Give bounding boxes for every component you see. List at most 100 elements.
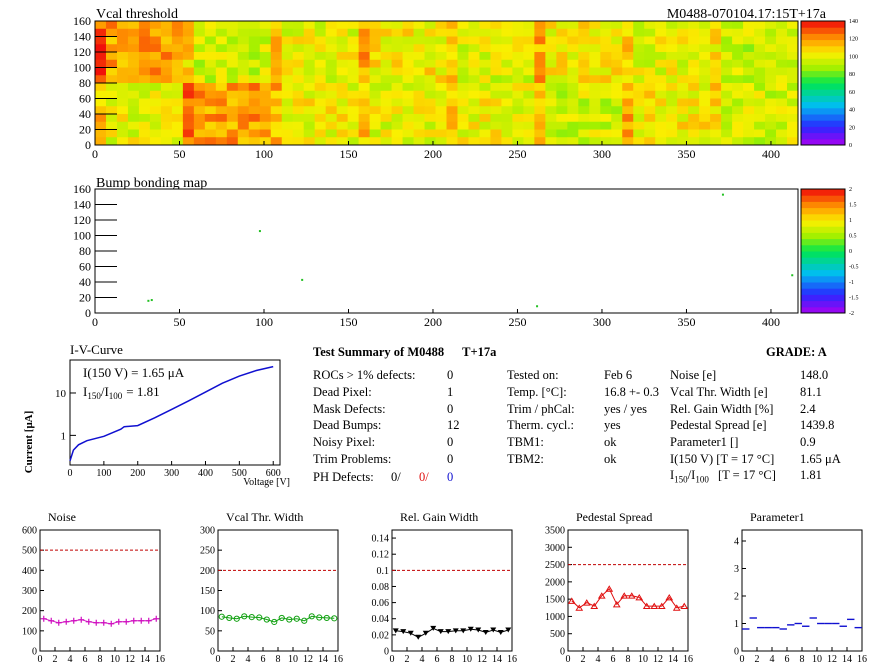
heatmap-cell (457, 121, 469, 130)
small-x-tick-label: 16 (507, 654, 517, 665)
summary-mid-label: Therm. cycl.: (507, 418, 574, 433)
heatmap-cell (743, 52, 755, 61)
small-data-point (55, 619, 62, 626)
small-y-tick-label: 600 (22, 526, 37, 537)
heatmap-cell (237, 83, 250, 92)
heatmap-cell (193, 129, 206, 138)
heatmap-cell (754, 21, 766, 30)
heatmap-cell (391, 59, 403, 68)
heatmap-cell (149, 137, 162, 146)
heatmap-cell (732, 44, 744, 53)
heatmap-cell (347, 67, 360, 76)
x-tick-label: 350 (677, 147, 695, 161)
heatmap-cell (534, 67, 546, 76)
heatmap-cell (622, 75, 634, 84)
heatmap-cell (776, 98, 788, 107)
palette-swatch (801, 33, 845, 41)
heatmap-cell (611, 28, 623, 37)
heatmap-cell (457, 83, 469, 92)
heatmap-cell (633, 83, 645, 92)
heatmap-cell (391, 21, 403, 30)
heatmap-cell (710, 52, 722, 61)
small-x-tick-label: 2 (405, 654, 410, 665)
palette-swatch (801, 95, 845, 103)
heatmap-cell (743, 137, 755, 146)
heatmap-cell (787, 129, 799, 138)
heatmap-cell (248, 83, 261, 92)
heatmap-cell (479, 90, 491, 99)
heatmap-cell (468, 21, 480, 30)
heatmap-cell (644, 114, 656, 123)
heatmap-cell (182, 52, 195, 61)
heatmap-cell (490, 67, 502, 76)
small-data-point (567, 597, 576, 604)
heatmap-cell (468, 121, 480, 130)
heatmap-cell (380, 44, 392, 53)
small-data-point (505, 627, 512, 633)
small-data-point (627, 592, 636, 599)
heatmap-cell (589, 59, 601, 68)
heatmap-cell (578, 75, 590, 84)
heatmap-cell (523, 129, 535, 138)
heatmap-cell (622, 52, 634, 61)
x-tick-label: 250 (508, 147, 526, 161)
heatmap-cell (237, 106, 250, 115)
heatmap-cell (292, 44, 305, 53)
heatmap-cell (259, 21, 272, 30)
heatmap-cell (292, 52, 305, 61)
heatmap-cell (204, 36, 217, 45)
iv-x-tick-label: 300 (164, 468, 179, 479)
small-x-tick-label: 0 (390, 654, 395, 665)
small-x-tick-label: 8 (800, 654, 805, 665)
heatmap-cell (138, 21, 151, 30)
heatmap-cell (732, 67, 744, 76)
heatmap-cell (347, 121, 360, 130)
small-data-point (407, 630, 414, 636)
heatmap-cell (259, 59, 272, 68)
heatmap-cell (204, 59, 217, 68)
iv-frame (69, 359, 281, 466)
small-x-tick-label: 10 (812, 654, 822, 665)
small-x-tick-label: 8 (276, 654, 281, 665)
heatmap-cell (193, 44, 206, 53)
heatmap-cell (457, 28, 469, 37)
heatmap-cell (589, 106, 601, 115)
heatmap-cell (248, 36, 261, 45)
heatmap-cell (226, 21, 239, 30)
heatmap-cell (600, 75, 612, 84)
summary-right-value: 1.65 μA (800, 452, 841, 466)
heatmap-cell (215, 83, 228, 92)
heatmap-cell (336, 114, 349, 123)
heatmap-cell (479, 52, 491, 61)
small-data-point (422, 630, 429, 636)
heatmap-cell (545, 83, 557, 92)
iv-y-tick-label: 1 (61, 430, 67, 442)
heatmap-cell (457, 90, 469, 99)
heatmap-cell (215, 36, 228, 45)
heatmap-cell (116, 90, 129, 99)
summary-right-value: 1439.8 (800, 418, 835, 433)
heatmap-cell (149, 28, 162, 37)
bump-defect-point (721, 193, 724, 196)
heatmap-cell (699, 52, 711, 61)
heatmap-cell (512, 21, 524, 30)
heatmap-cell (105, 75, 118, 84)
heatmap-cell (655, 114, 667, 123)
heatmap-cell (655, 28, 667, 37)
heatmap-cell (226, 67, 239, 76)
heatmap-cell (270, 121, 283, 130)
heatmap-cell (325, 137, 338, 146)
heatmap-cell (380, 21, 392, 30)
heatmap-cell (116, 52, 129, 61)
small-x-tick-label: 2 (53, 654, 58, 665)
heatmap-cell (270, 90, 283, 99)
summary-mid-value: yes (604, 418, 621, 433)
heatmap-cell (149, 44, 162, 53)
heatmap-cell (490, 98, 502, 107)
heatmap-cell (116, 83, 129, 92)
palette-swatch (801, 83, 845, 90)
small-data-point (93, 619, 100, 626)
small-x-tick-label: 14 (140, 654, 150, 665)
heatmap-cell (787, 52, 799, 61)
heatmap-cell (501, 98, 513, 107)
